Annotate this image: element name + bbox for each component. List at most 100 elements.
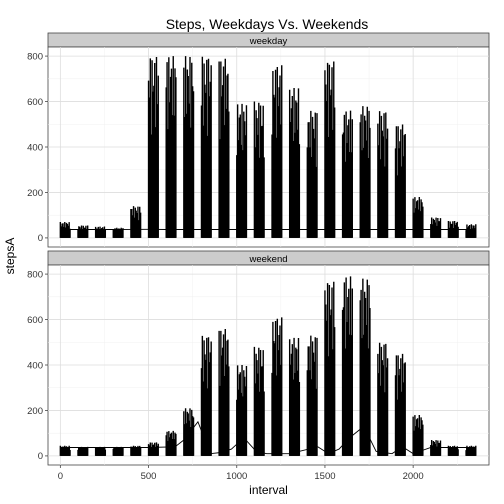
panel-weekday: weekday 0 200 400 600 800 xyxy=(27,32,490,248)
spike-series xyxy=(271,317,283,456)
panel-weekend-marks xyxy=(59,276,477,456)
hour-baseline-block xyxy=(60,229,71,238)
spike-series xyxy=(200,335,212,456)
hour-baseline-block xyxy=(77,229,88,238)
y-axis-title: stepsA xyxy=(3,238,17,275)
hour-cluster xyxy=(359,106,371,238)
y-tick-label: 200 xyxy=(27,188,43,199)
hour-cluster xyxy=(377,111,389,238)
hour-baseline-block xyxy=(324,447,335,456)
hour-cluster xyxy=(341,276,353,456)
spike-series xyxy=(288,88,301,238)
y-tick-label: 600 xyxy=(27,97,43,108)
spike-series xyxy=(341,276,353,456)
hour-cluster xyxy=(253,101,265,238)
hour-baseline-block xyxy=(236,229,247,238)
hour-baseline-block xyxy=(395,447,406,456)
y-tick-label: 0 xyxy=(38,451,43,462)
hour-cluster xyxy=(218,58,230,238)
spike-series xyxy=(200,56,212,238)
hour-cluster xyxy=(165,430,177,456)
hour-baseline-block xyxy=(430,447,441,456)
spike-series xyxy=(359,106,371,238)
hour-baseline-block xyxy=(272,229,282,238)
hour-cluster xyxy=(341,110,353,238)
hour-baseline-block xyxy=(254,229,265,238)
hour-baseline-block xyxy=(430,229,441,238)
hour-baseline-block xyxy=(360,447,370,456)
spike-series xyxy=(394,124,406,238)
hour-cluster xyxy=(253,346,265,456)
spike-series xyxy=(306,110,318,238)
hour-cluster xyxy=(288,88,301,238)
panel-weekend-y-axis: 0 200 400 600 800 xyxy=(27,269,48,462)
hour-baseline-block xyxy=(60,447,71,456)
hour-cluster xyxy=(59,445,71,456)
spike-series xyxy=(253,101,265,238)
hour-baseline-block xyxy=(272,447,282,456)
hour-baseline-block xyxy=(448,447,459,456)
hour-cluster xyxy=(77,225,89,238)
hour-baseline-block xyxy=(342,229,353,238)
hour-cluster xyxy=(183,56,195,238)
panel-weekday-marks xyxy=(59,56,477,238)
spike-series xyxy=(412,415,424,456)
hour-baseline-block xyxy=(77,447,88,456)
hour-cluster xyxy=(412,415,424,456)
spike-series xyxy=(147,56,159,238)
hour-baseline-block xyxy=(148,229,159,238)
hour-cluster xyxy=(306,110,318,238)
spike-series xyxy=(271,65,283,238)
hour-baseline-block xyxy=(466,229,476,238)
spike-series xyxy=(324,281,336,456)
hour-cluster xyxy=(130,206,142,238)
hour-cluster xyxy=(324,281,336,456)
spike-series xyxy=(412,197,424,238)
hour-baseline-block xyxy=(183,229,194,238)
hour-baseline-block xyxy=(236,447,247,456)
spike-series xyxy=(165,56,177,238)
x-tick-label: 0 xyxy=(58,471,63,482)
hour-baseline-block xyxy=(166,447,176,456)
hour-cluster xyxy=(183,408,195,456)
y-tick-label: 600 xyxy=(27,315,43,326)
spike-series xyxy=(218,58,230,238)
hour-baseline-block xyxy=(148,447,159,456)
x-tick-label: 500 xyxy=(141,471,157,482)
hour-baseline-block xyxy=(201,447,212,456)
y-tick-label: 0 xyxy=(38,233,43,244)
hour-baseline-block xyxy=(413,229,423,238)
hour-cluster xyxy=(130,445,142,456)
spike-series xyxy=(183,56,195,238)
hour-cluster xyxy=(165,56,177,238)
hour-baseline-block xyxy=(466,447,476,456)
hour-cluster xyxy=(218,328,230,456)
hour-baseline-block xyxy=(360,229,370,238)
hour-baseline-block xyxy=(130,447,141,456)
hour-cluster xyxy=(77,446,89,456)
hour-baseline-block xyxy=(113,229,123,238)
hour-cluster xyxy=(236,365,248,456)
hour-cluster xyxy=(377,342,389,456)
hour-cluster xyxy=(465,445,477,456)
hour-cluster xyxy=(412,197,424,238)
spike-series xyxy=(324,61,336,238)
chart-title: Steps, Weekdays Vs. Weekends xyxy=(166,16,369,32)
spike-series xyxy=(218,328,230,456)
hour-cluster xyxy=(306,335,318,456)
panel-weekday-strip-label: weekday xyxy=(249,36,288,47)
hour-baseline-block xyxy=(113,447,123,456)
hour-cluster xyxy=(112,227,124,238)
hour-cluster xyxy=(359,278,371,456)
hour-baseline-block xyxy=(289,229,300,238)
hour-cluster xyxy=(394,353,406,456)
panel-weekday-y-axis: 0 200 400 600 800 xyxy=(27,51,48,244)
hour-baseline-block xyxy=(342,447,353,456)
hour-baseline-block xyxy=(307,229,318,238)
hour-baseline-block xyxy=(289,447,300,456)
y-tick-label: 800 xyxy=(27,51,43,62)
hour-baseline-block xyxy=(95,229,106,238)
spike-series xyxy=(341,110,353,238)
hour-baseline-block xyxy=(130,229,141,238)
